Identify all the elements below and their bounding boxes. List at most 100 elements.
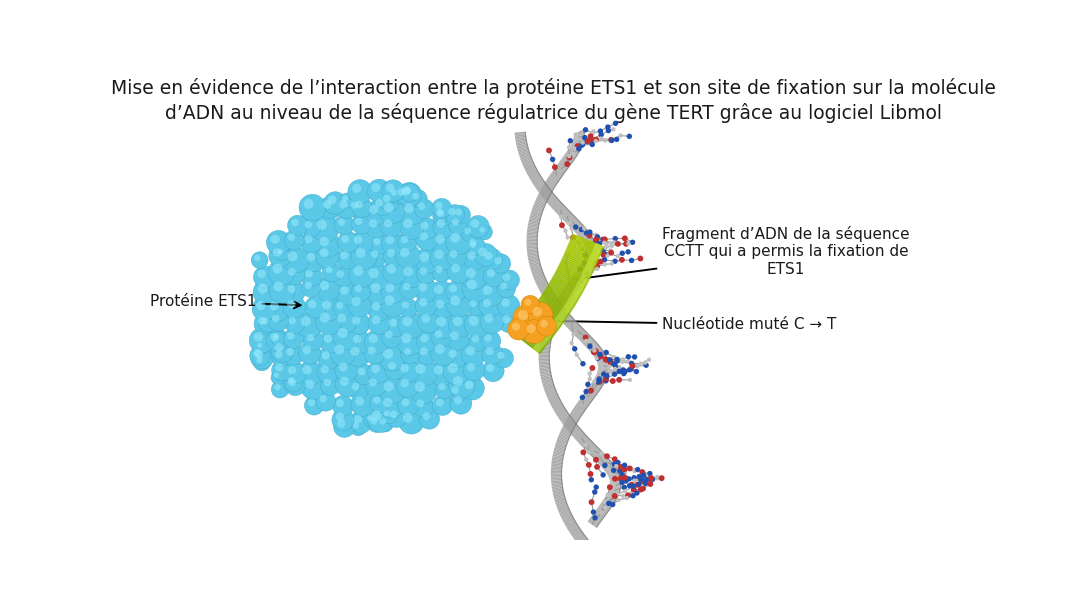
Polygon shape bbox=[588, 333, 589, 334]
Polygon shape bbox=[588, 334, 590, 336]
Polygon shape bbox=[541, 189, 551, 197]
Polygon shape bbox=[555, 300, 566, 307]
Polygon shape bbox=[583, 137, 585, 138]
Polygon shape bbox=[592, 347, 602, 354]
Polygon shape bbox=[540, 296, 569, 316]
Circle shape bbox=[594, 259, 599, 265]
Polygon shape bbox=[556, 322, 557, 323]
Polygon shape bbox=[579, 150, 580, 152]
Polygon shape bbox=[543, 384, 554, 388]
Polygon shape bbox=[609, 490, 620, 494]
Circle shape bbox=[316, 362, 338, 383]
Polygon shape bbox=[588, 272, 589, 273]
Circle shape bbox=[389, 319, 397, 327]
Polygon shape bbox=[564, 172, 565, 174]
Polygon shape bbox=[585, 250, 597, 251]
Polygon shape bbox=[609, 473, 620, 478]
Polygon shape bbox=[584, 242, 595, 246]
Circle shape bbox=[467, 239, 484, 256]
Polygon shape bbox=[580, 416, 581, 418]
Polygon shape bbox=[599, 388, 602, 389]
Polygon shape bbox=[559, 399, 561, 401]
Circle shape bbox=[288, 379, 296, 386]
Circle shape bbox=[559, 215, 564, 219]
Circle shape bbox=[467, 280, 477, 290]
Polygon shape bbox=[529, 217, 541, 220]
Polygon shape bbox=[553, 293, 554, 294]
Circle shape bbox=[611, 361, 617, 367]
Polygon shape bbox=[559, 302, 561, 304]
Polygon shape bbox=[554, 273, 585, 290]
Polygon shape bbox=[576, 523, 578, 525]
Polygon shape bbox=[570, 212, 571, 213]
Polygon shape bbox=[537, 231, 538, 232]
Polygon shape bbox=[572, 214, 573, 216]
Polygon shape bbox=[552, 456, 564, 459]
Polygon shape bbox=[565, 409, 566, 410]
Polygon shape bbox=[595, 342, 597, 344]
Circle shape bbox=[608, 361, 613, 366]
Polygon shape bbox=[576, 423, 577, 425]
Circle shape bbox=[450, 331, 459, 340]
Polygon shape bbox=[569, 314, 571, 316]
Polygon shape bbox=[607, 360, 608, 361]
Circle shape bbox=[608, 249, 615, 256]
Polygon shape bbox=[540, 341, 551, 344]
Circle shape bbox=[588, 344, 593, 349]
Circle shape bbox=[621, 358, 625, 362]
Circle shape bbox=[583, 443, 588, 447]
Polygon shape bbox=[561, 176, 563, 177]
Polygon shape bbox=[582, 143, 583, 144]
Circle shape bbox=[400, 280, 419, 299]
Circle shape bbox=[615, 358, 620, 364]
Polygon shape bbox=[538, 228, 539, 229]
Polygon shape bbox=[551, 289, 552, 291]
Polygon shape bbox=[548, 198, 549, 200]
Polygon shape bbox=[593, 381, 603, 388]
Polygon shape bbox=[566, 215, 575, 224]
Circle shape bbox=[603, 138, 607, 143]
Circle shape bbox=[638, 362, 643, 367]
Polygon shape bbox=[528, 257, 539, 260]
Polygon shape bbox=[554, 295, 556, 296]
Polygon shape bbox=[538, 223, 540, 225]
Polygon shape bbox=[561, 304, 563, 305]
Polygon shape bbox=[579, 230, 589, 238]
Polygon shape bbox=[577, 226, 585, 234]
Polygon shape bbox=[549, 354, 550, 356]
Polygon shape bbox=[583, 132, 584, 133]
Polygon shape bbox=[538, 224, 539, 226]
Polygon shape bbox=[606, 357, 607, 358]
Polygon shape bbox=[557, 299, 559, 301]
Polygon shape bbox=[556, 392, 557, 393]
Polygon shape bbox=[529, 260, 540, 263]
Polygon shape bbox=[569, 280, 579, 288]
Polygon shape bbox=[545, 388, 556, 394]
Polygon shape bbox=[615, 500, 616, 501]
Circle shape bbox=[320, 237, 329, 246]
Circle shape bbox=[588, 339, 592, 343]
Polygon shape bbox=[526, 166, 537, 173]
Polygon shape bbox=[543, 274, 544, 276]
Polygon shape bbox=[579, 325, 581, 327]
Polygon shape bbox=[527, 239, 538, 240]
Polygon shape bbox=[589, 232, 590, 233]
Polygon shape bbox=[570, 163, 571, 164]
Polygon shape bbox=[581, 232, 591, 240]
Polygon shape bbox=[558, 435, 569, 441]
Polygon shape bbox=[559, 208, 568, 217]
Polygon shape bbox=[585, 254, 597, 256]
Polygon shape bbox=[527, 240, 538, 241]
Polygon shape bbox=[567, 505, 568, 506]
Circle shape bbox=[616, 460, 621, 466]
Circle shape bbox=[364, 263, 391, 290]
Polygon shape bbox=[590, 543, 592, 544]
Polygon shape bbox=[605, 354, 606, 356]
Polygon shape bbox=[569, 426, 579, 433]
Polygon shape bbox=[620, 487, 621, 488]
Polygon shape bbox=[598, 506, 608, 514]
Polygon shape bbox=[578, 401, 588, 409]
Polygon shape bbox=[569, 211, 570, 212]
Polygon shape bbox=[538, 282, 548, 288]
Polygon shape bbox=[549, 396, 559, 402]
